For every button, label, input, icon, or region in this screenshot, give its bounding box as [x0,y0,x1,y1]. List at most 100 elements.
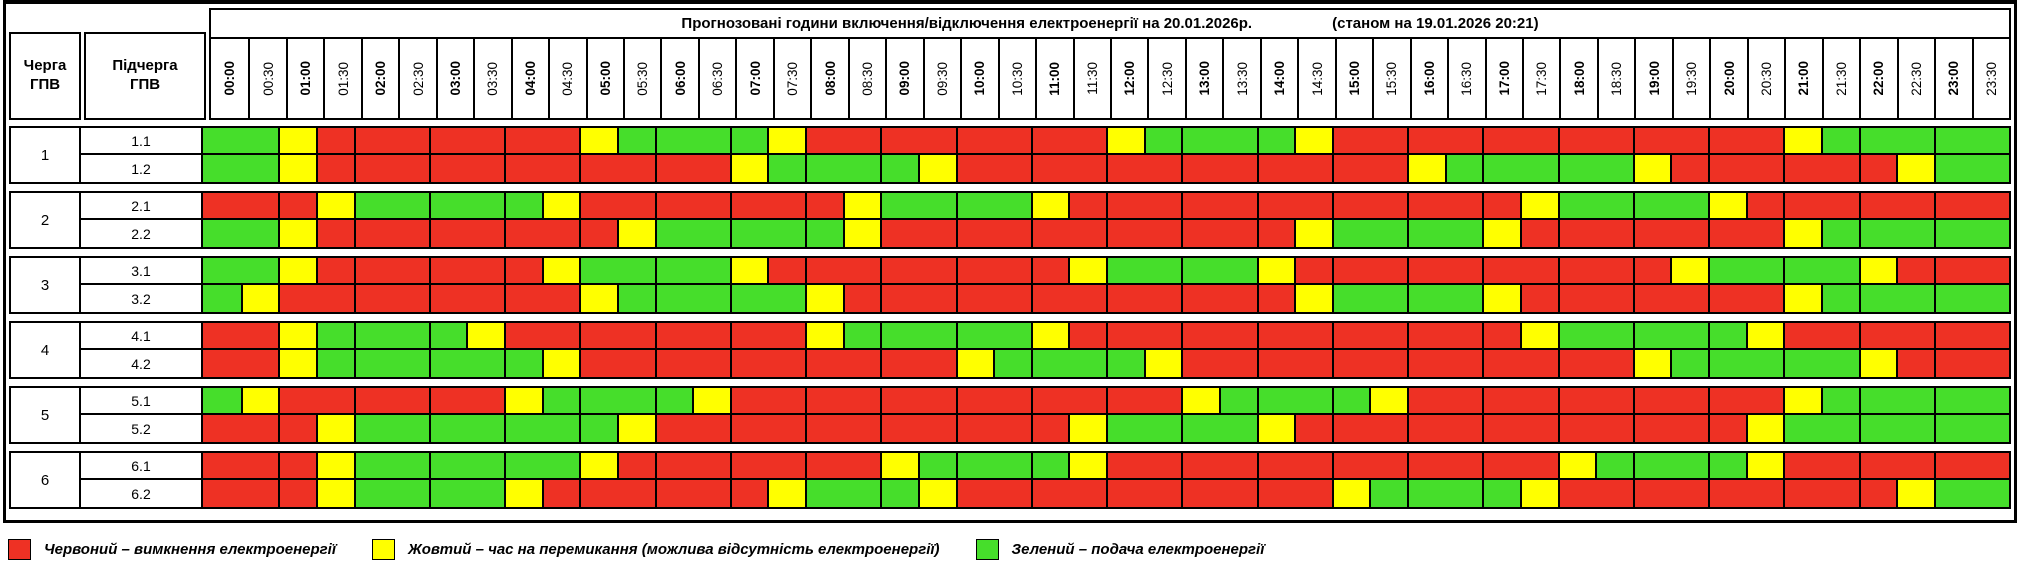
time-tick: 10:30 [997,39,1035,118]
slot-cell [541,350,580,377]
queue-number: 4 [11,323,81,377]
time-tick: 17:00 [1484,39,1522,118]
slot-cell [1407,155,1445,182]
slot-cell [1519,220,1558,247]
slot-cell [1407,323,1483,348]
slot-cell [1407,453,1483,478]
slot-cell [315,128,354,153]
slot-cell [579,350,655,377]
slot-cell [1933,323,2009,348]
slot-cell [805,350,881,377]
subqueue-label: 6.1 [81,453,203,480]
slot-cell [203,323,279,348]
slot-cell [880,453,918,478]
time-tick-label: 13:30 [1234,61,1250,96]
legend-swatch [975,539,999,560]
slot-cell [1783,220,1821,247]
slot-cell [1181,193,1257,218]
time-tick: 07:30 [772,39,810,118]
time-tick: 22:30 [1896,39,1934,118]
time-tick: 00:30 [248,39,285,118]
slot-cell [1933,415,2009,442]
slot-cell [842,193,881,218]
time-tick-label: 04:30 [560,61,576,96]
subqueue-label: 3.1 [81,258,203,285]
slot-cell [767,128,805,153]
time-axis: 00:00 00:30 01:00 01:30 02:00 02:30 03:00 03:30… [211,39,2009,118]
slot-cell [1256,480,1332,507]
time-tick: 07:00 [735,39,772,118]
slot-cell [1858,155,1897,182]
legend-label: Зелений – подача електроенергії [1011,541,1265,558]
slot-cell [1632,350,1671,377]
slot-cell [1482,350,1558,377]
slot-cell [1256,350,1332,377]
slot-cell [1632,415,1708,442]
slot-cell [1858,193,1934,218]
slot-cell [579,453,617,478]
slot-cell [428,415,504,442]
time-tick: 02:30 [398,39,435,118]
time-tick: 05:30 [623,39,660,118]
schedule-row-1.1 [203,128,2009,155]
slot-cell [1331,220,1407,247]
slot-cell [1181,128,1257,153]
slot-cell [880,480,918,507]
schedule-table: Черга ГПВ Підчерга ГПВ Прогнозовані годи… [3,0,2017,523]
time-tick-label: 10:30 [1009,61,1025,96]
slot-cell [504,193,542,218]
slot-cell [1331,285,1407,312]
slot-cell [1294,220,1332,247]
time-tick-label: 17:30 [1534,61,1550,96]
slot-cell [1519,193,1558,218]
slot-cell [1670,155,1708,182]
slot-cell [1181,388,1219,413]
time-tick: 19:30 [1671,39,1709,118]
slot-cell [1670,350,1708,377]
slot-cell [1632,193,1708,218]
slot-cell [504,128,580,153]
slot-cell [541,193,580,218]
slot-cell [1708,258,1784,283]
slot-cell [1256,388,1332,413]
slot-cell [616,285,655,312]
time-tick: 04:00 [510,39,548,118]
schedule-row-4.2 [203,350,2009,377]
slot-cell [1519,285,1558,312]
time-tick-label: 12:00 [1122,61,1138,96]
slot-cell [1783,128,1821,153]
slot-cell [1181,285,1257,312]
slot-cell [203,285,241,312]
slot-cell [805,128,881,153]
slot-cell [1783,323,1859,348]
slot-cell [278,220,316,247]
time-tick: 08:00 [810,39,847,118]
time-tick-label: 03:00 [447,61,463,96]
slot-cell [1143,350,1182,377]
slot-cell [1407,258,1483,283]
slot-cell [880,285,956,312]
slot-cell [654,220,730,247]
legend-swatch [8,539,31,560]
slot-cell [579,323,655,348]
slot-cell [1708,350,1784,377]
slot-cell [654,388,693,413]
queue-group-4: 4 4.1 4.2 [9,321,2011,379]
slot-cell [1256,128,1295,153]
slot-cell [203,128,279,153]
slot-cell [805,480,881,507]
time-tick: 00:00 [211,39,248,118]
slot-cell [1557,415,1633,442]
slot-cell [278,350,316,377]
slot-cell [1106,388,1182,413]
slot-cell [1181,323,1257,348]
slot-cell [1106,128,1144,153]
slot-cell [240,285,279,312]
slot-cell [805,388,881,413]
slot-cell [315,258,354,283]
slot-cell [1708,128,1784,153]
time-tick-label: 18:00 [1571,61,1587,96]
slot-cell [353,453,429,478]
slot-cell [729,415,805,442]
slot-cell [1482,453,1558,478]
